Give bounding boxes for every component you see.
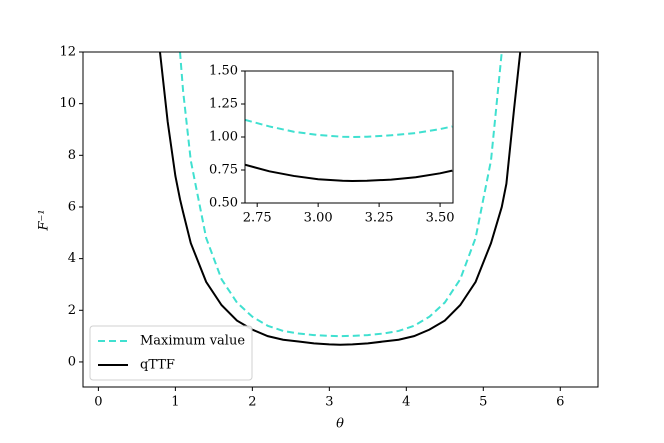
legend-label: qTTF: [140, 358, 175, 373]
series-line: [245, 163, 453, 182]
x-tick-label: 3.50: [426, 211, 455, 226]
y-axis-label: F⁻¹: [37, 209, 52, 231]
legend-label: Maximum value: [140, 334, 245, 349]
y-tick-label: 0: [68, 354, 76, 369]
x-tick-label: 1: [171, 395, 179, 410]
x-tick-label: 3: [325, 395, 333, 410]
y-tick-label: 0.75: [209, 163, 238, 178]
axes-frame: [244, 70, 454, 204]
y-tick-label: 6: [68, 199, 76, 214]
y-tick-label: 0.50: [209, 196, 238, 211]
x-tick-label: 3.25: [365, 211, 394, 226]
y-tick-label: 10: [59, 96, 76, 111]
y-tick-label: 2: [68, 303, 76, 318]
y-tick-label: 1.00: [209, 130, 238, 145]
series-line: [245, 118, 453, 139]
plot-lines: [245, 118, 453, 182]
x-axis-label: θ: [336, 417, 344, 432]
series-line: [179, 52, 503, 338]
x-tick-label: 6: [556, 395, 564, 410]
y-tick-label: 1.50: [209, 64, 238, 79]
x-tick-label: 2.75: [243, 211, 272, 226]
series-line: [158, 52, 522, 346]
axes-frame: [82, 51, 599, 388]
x-tick-label: 5: [479, 395, 487, 410]
y-tick-label: 4: [68, 251, 76, 266]
x-tick-label: 4: [402, 395, 410, 410]
legend-box: [89, 325, 253, 381]
x-tick-label: 2: [248, 395, 256, 410]
plot-lines: [158, 52, 522, 346]
x-tick-label: 0: [94, 395, 102, 410]
x-tick-label: 3.00: [304, 211, 333, 226]
y-tick-label: 1.25: [209, 97, 238, 112]
y-tick-label: 12: [59, 45, 76, 60]
y-tick-label: 8: [68, 148, 76, 163]
